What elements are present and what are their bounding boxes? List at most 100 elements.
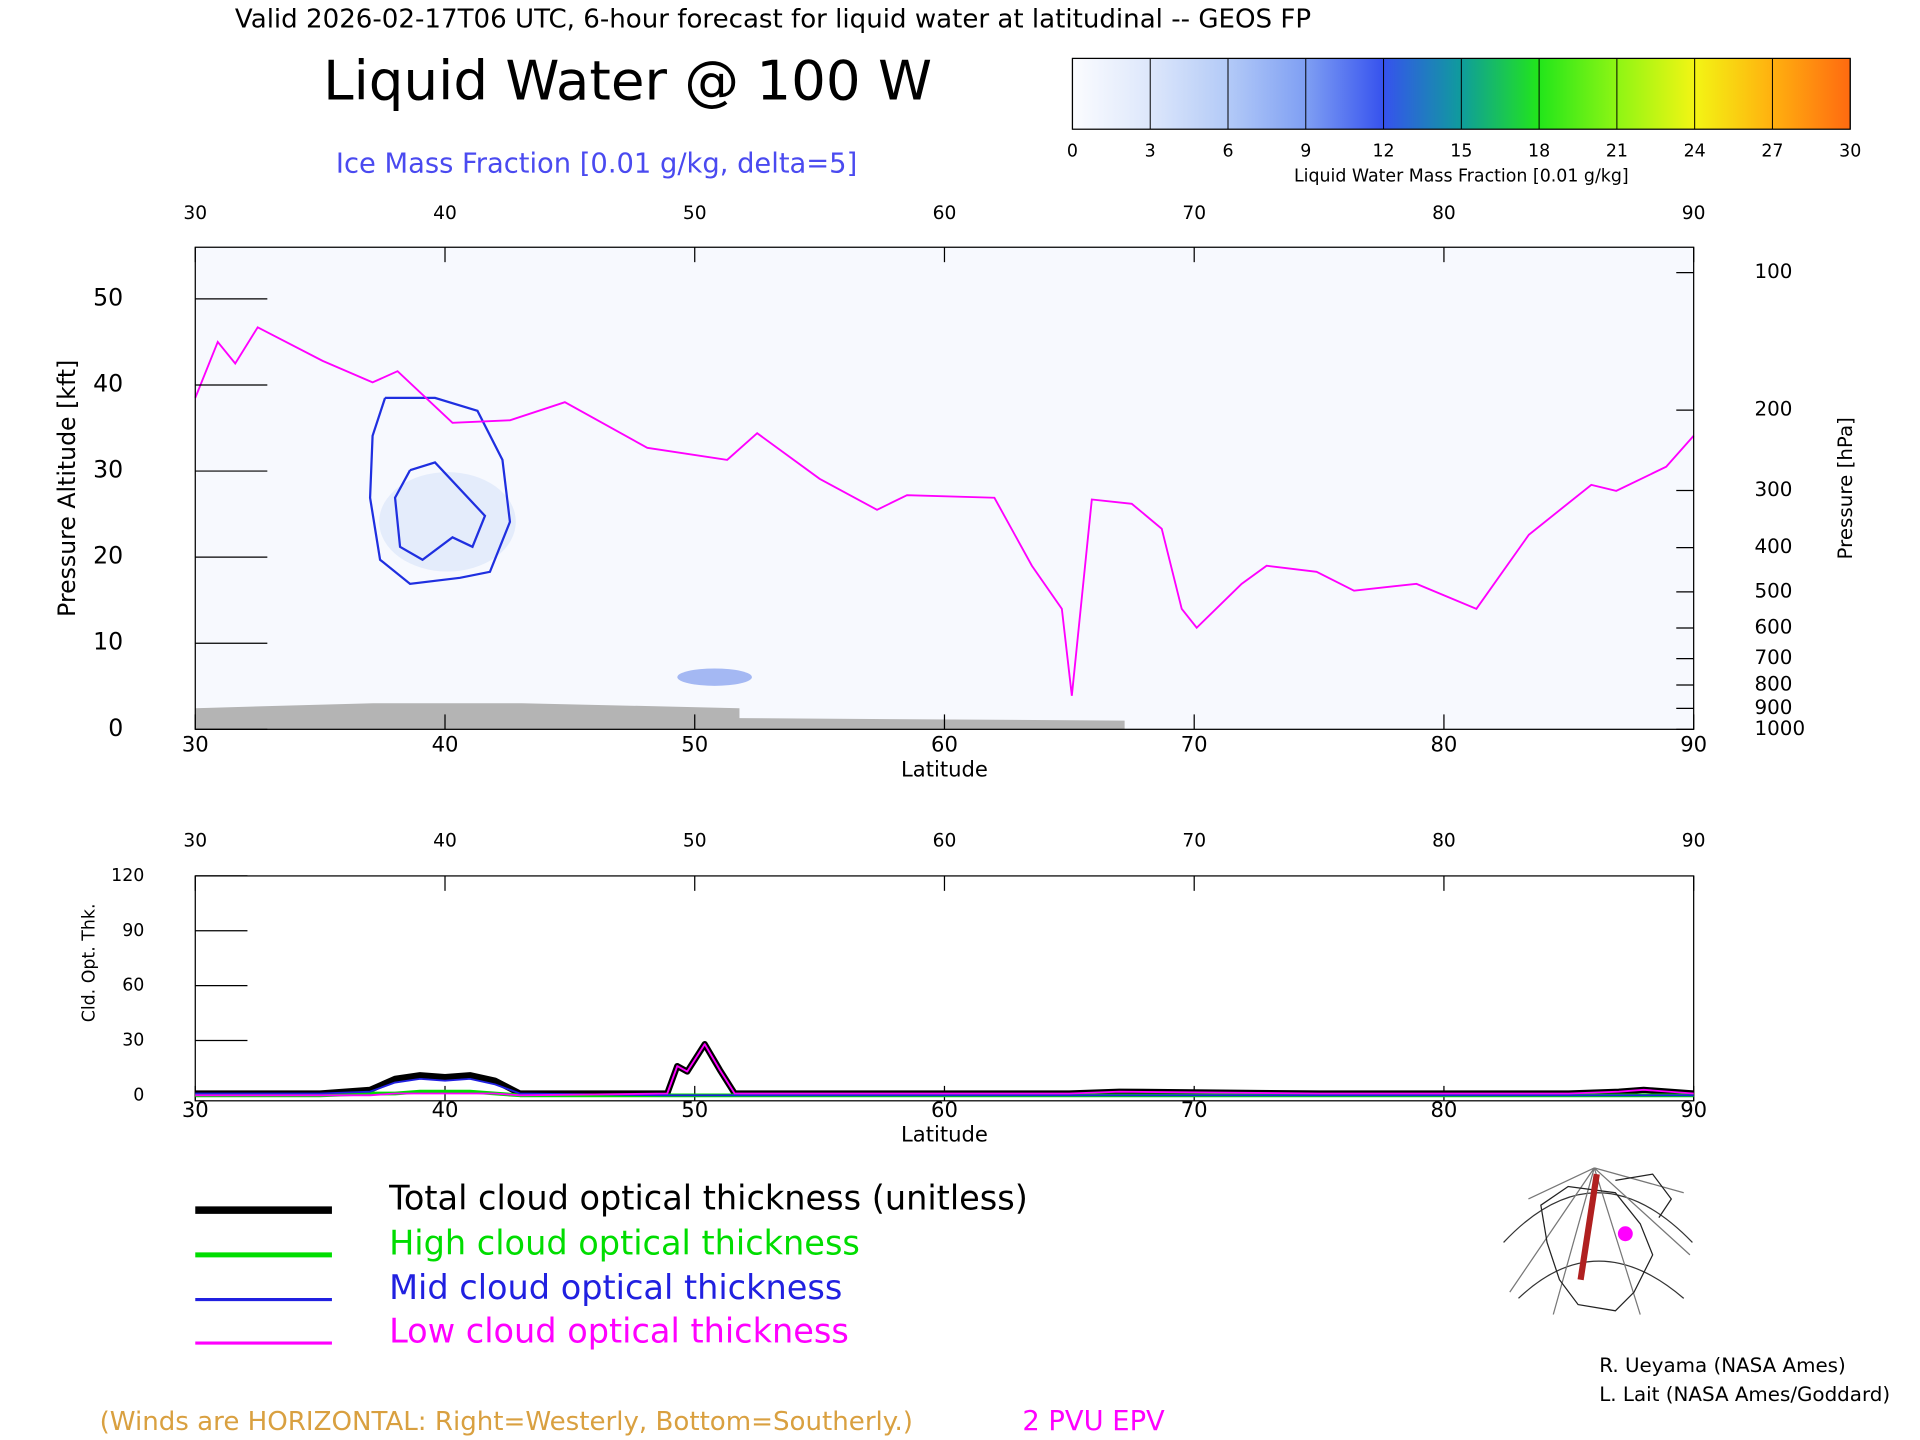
y-tick-label: 50: [93, 283, 123, 311]
x-tick-label: 50: [681, 731, 708, 756]
x-tick-label-top: 30: [183, 203, 207, 224]
x-tick-label: 70: [1181, 731, 1208, 756]
y2-tick-label: 800: [1755, 673, 1793, 696]
x-tick-label: 40: [432, 731, 459, 756]
colorbar-tick-label: 27: [1761, 142, 1783, 162]
x-tick-label-top: 30: [183, 831, 207, 852]
y2-tick-label: 500: [1755, 579, 1793, 602]
x-tick-label-top: 60: [933, 831, 957, 852]
epv-line: [194, 326, 1695, 696]
y-tick-label: 60: [122, 976, 144, 996]
y-axis-label: Pressure Altitude [kft]: [53, 360, 81, 617]
map-inset: [1503, 1167, 1693, 1315]
colorbar-tick-label: 15: [1450, 142, 1472, 162]
colorbar-tick-label: 0: [1067, 142, 1078, 162]
cloud-line: [195, 1077, 1694, 1097]
y2-tick-label: 100: [1755, 260, 1793, 283]
x-tick-label-top: 50: [683, 831, 707, 852]
x-tick-label-top: 70: [1182, 831, 1206, 852]
credit: L. Lait (NASA Ames/Goddard): [1599, 1383, 1890, 1406]
x-axis-label: Latitude: [901, 756, 988, 781]
colorbar-segment: [1772, 58, 1851, 130]
x-tick-label-top: 90: [1682, 831, 1706, 852]
y2-tick-label: 700: [1755, 646, 1793, 669]
x-tick-label: 40: [432, 1097, 459, 1122]
x-tick-label: 60: [931, 731, 958, 756]
x-tick-label: 70: [1181, 1097, 1208, 1122]
y-tick-label: 40: [93, 369, 123, 397]
terrain: [195, 703, 1125, 730]
colorbar-segment: [1461, 58, 1540, 130]
colorbar-segment: [1539, 58, 1617, 130]
x-tick-label: 30: [182, 1097, 209, 1122]
x-tick-label-top: 40: [433, 203, 457, 224]
ice-contour: [368, 396, 512, 586]
colorbar-tick-label: 24: [1684, 142, 1706, 162]
plot-frame: [194, 875, 1695, 1102]
colorbar-segment: [1072, 58, 1151, 130]
y2-tick-label: 900: [1755, 696, 1793, 719]
colorbar-tick-label: 21: [1606, 142, 1628, 162]
x-axis-label: Latitude: [901, 1122, 988, 1147]
chart-title: Liquid Water @ 100 W: [323, 49, 932, 113]
y-tick-label: 90: [122, 921, 144, 941]
x-tick-label-top: 90: [1682, 203, 1706, 224]
legend-label: Total cloud optical thickness (unitless): [388, 1179, 1028, 1218]
x-tick-label: 90: [1680, 731, 1707, 756]
x-tick-label: 80: [1430, 731, 1457, 756]
chart-subtitle: Ice Mass Fraction [0.01 g/kg, delta=5]: [336, 149, 857, 180]
y2-tick-label: 1000: [1755, 717, 1806, 740]
colorbar-label: Liquid Water Mass Fraction [0.01 g/kg]: [1294, 166, 1629, 186]
x-tick-label-top: 60: [933, 203, 957, 224]
y-tick-label: 120: [111, 866, 144, 886]
wind-note: (Winds are HORIZONTAL: Right=Westerly, B…: [100, 1407, 913, 1437]
colorbar-segment: [1150, 58, 1228, 130]
y2-tick-label: 600: [1755, 615, 1793, 638]
colorbar-tick-label: 3: [1145, 142, 1156, 162]
y2-tick-label: 400: [1755, 535, 1793, 558]
colorbar-frame: [1071, 57, 1851, 130]
colorbar-tick-label: 12: [1372, 142, 1394, 162]
colorbar-segment: [1305, 58, 1384, 130]
credit: R. Ueyama (NASA Ames): [1599, 1354, 1846, 1377]
x-tick-label: 30: [182, 731, 209, 756]
x-tick-label-top: 80: [1432, 831, 1456, 852]
y-tick-label: 30: [122, 1030, 144, 1050]
y-tick-label: 30: [93, 456, 123, 484]
liquid-shading: [379, 472, 516, 572]
x-tick-label-top: 80: [1432, 203, 1456, 224]
x-tick-label: 50: [681, 1097, 708, 1122]
liquid-shading: [677, 668, 752, 686]
suptitle: Valid 2026-02-17T06 UTC, 6-hour forecast…: [235, 4, 1311, 34]
x-tick-label: 80: [1430, 1097, 1457, 1122]
colorbar-tick-label: 18: [1528, 142, 1550, 162]
y-tick-label: 20: [93, 542, 123, 570]
cloud-line: [195, 1043, 1694, 1097]
ice-contour: [393, 461, 487, 562]
x-tick-label: 60: [931, 1097, 958, 1122]
y-axis-label: Cld. Opt. Thk.: [80, 903, 100, 1022]
colorbar-segment: [1383, 58, 1462, 130]
legend-label: Low cloud optical thickness: [389, 1312, 849, 1351]
colorbar-tick-label: 6: [1222, 142, 1233, 162]
y-tick-label: 0: [108, 714, 123, 742]
x-tick-label-top: 40: [433, 831, 457, 852]
y2-tick-label: 200: [1755, 398, 1793, 421]
y2-tick-label: 300: [1755, 478, 1793, 501]
y-tick-label: 10: [93, 628, 123, 656]
legend-label: High cloud optical thickness: [389, 1223, 860, 1262]
legend-label: 2 PVU EPV: [1022, 1406, 1165, 1437]
x-tick-label-top: 70: [1182, 203, 1206, 224]
colorbar-segment: [1227, 58, 1306, 130]
colorbar-segment: [1616, 58, 1695, 130]
y2-axis-label: Pressure [hPa]: [1834, 417, 1857, 559]
colorbar-segment: [1694, 58, 1773, 130]
colorbar-tick-label: 30: [1839, 142, 1861, 162]
y-tick-label: 0: [133, 1085, 144, 1105]
colorbar-tick-label: 9: [1300, 142, 1311, 162]
legend-label: Mid cloud optical thickness: [389, 1268, 842, 1307]
x-tick-label-top: 50: [683, 203, 707, 224]
x-tick-label: 90: [1680, 1097, 1707, 1122]
